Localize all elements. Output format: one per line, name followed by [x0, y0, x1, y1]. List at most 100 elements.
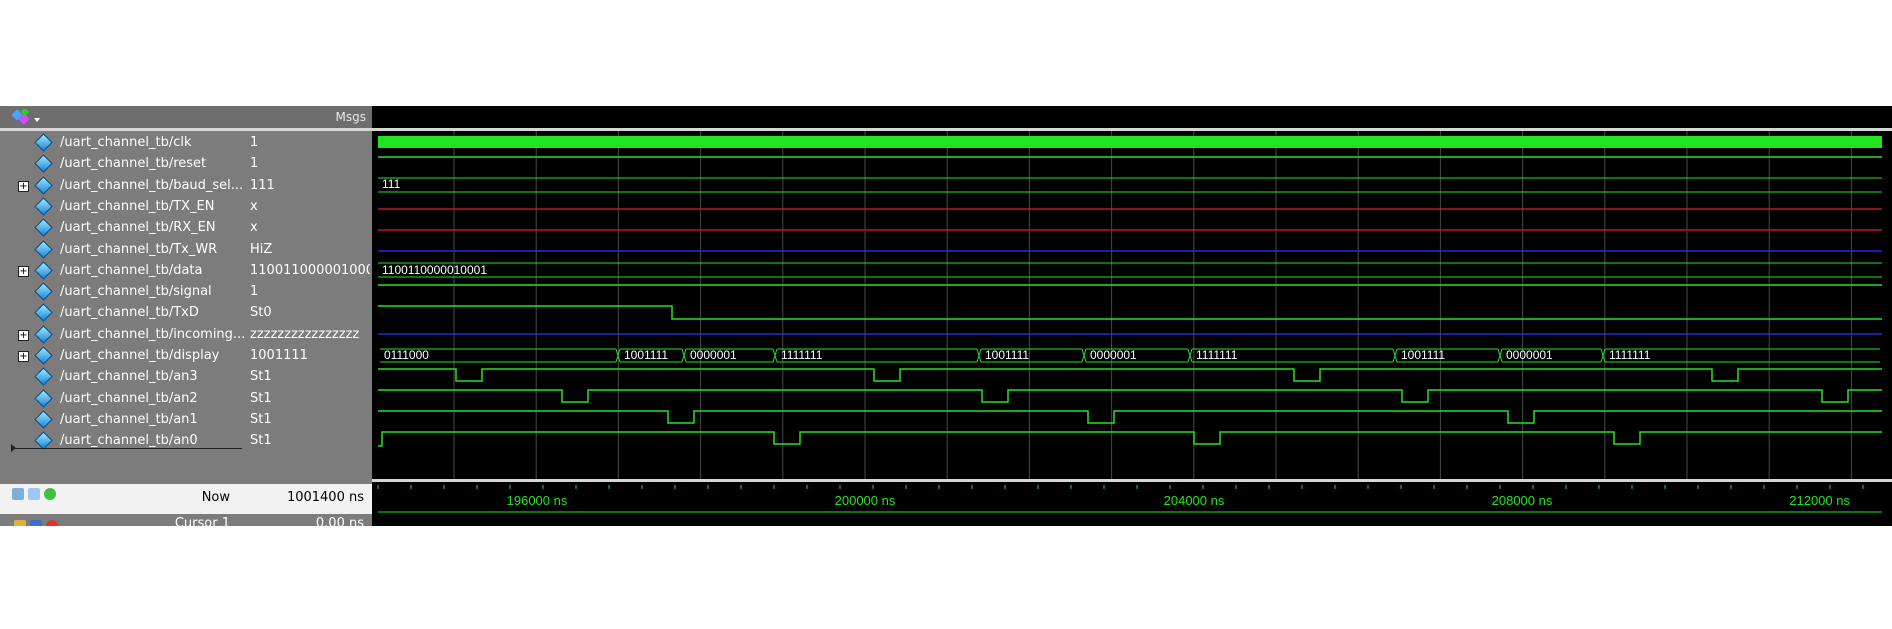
signal-row[interactable]: /uart_channel_tb/an3 [0, 367, 244, 388]
signal-row[interactable]: /uart_channel_tb/an0 [0, 431, 244, 452]
signal-row[interactable]: /uart_channel_tb/Tx_WR [0, 239, 244, 261]
cursor-value-panel: 0.00 ns [244, 514, 372, 526]
timeline-label: 200000 ns [835, 493, 896, 508]
display-segment-label: 1001111 [985, 348, 1029, 362]
signal-value: x [250, 198, 258, 214]
signal-name: /uart_channel_tb/TX_EN [60, 198, 215, 214]
signal-name: /uart_channel_tb/an0 [60, 433, 198, 449]
signal-row[interactable]: /uart_channel_tb/signal [0, 282, 244, 303]
an2-wave [378, 389, 1882, 403]
expand-icon[interactable]: + [18, 329, 29, 341]
signal-value: 1100110000010001 [250, 262, 370, 278]
cursor-delete-icon[interactable] [44, 488, 56, 500]
timeline-label: 196000 ns [507, 493, 568, 508]
play-marker-icon [11, 444, 16, 452]
signal-diamond-icon [34, 218, 53, 237]
signal-row[interactable]: + /uart_channel_tb/incoming... [0, 324, 244, 346]
signal-diamond-icon [34, 282, 53, 301]
lock-icon[interactable] [14, 520, 26, 526]
display-wave: 0111000 1001111 0000001 1111111 1001111 00000… [380, 348, 1880, 363]
signal-row[interactable]: /uart_channel_tb/RX_EN [0, 218, 244, 239]
baud-sel-wave-label: 111 [382, 177, 401, 191]
signal-value: St1 [250, 433, 272, 449]
signal-diamond-icon [34, 133, 53, 152]
signal-name: /uart_channel_tb/clk [60, 135, 192, 150]
an3-wave [378, 368, 1882, 382]
row-cursor-marker [12, 448, 242, 449]
baud-sel-wave: 111 [378, 177, 1882, 193]
signal-row[interactable]: /uart_channel_tb/an2 [0, 388, 244, 410]
clk-wave [378, 136, 1882, 148]
timeline-label: 208000 ns [1492, 493, 1553, 508]
signal-row[interactable]: + /uart_channel_tb/baud_sel... [0, 175, 244, 197]
signal-diamond-icon [34, 175, 53, 195]
display-segment-label: 1111111 [1609, 348, 1651, 362]
display-segment-label: 0000001 [1090, 348, 1137, 362]
signal-value: HiZ [250, 241, 273, 257]
signal-value: St1 [250, 390, 272, 406]
signal-name: /uart_channel_tb/RX_EN [60, 220, 216, 236]
name-pane-header [0, 106, 244, 131]
signal-diamond-icon [34, 154, 53, 173]
signal-diamond-icon [34, 261, 53, 280]
timeline: 196000 ns 200000 ns 204000 ns 208000 ns 2120… [377, 485, 1882, 513]
signal-value: zzzzzzzzzzzzzzzz [250, 326, 360, 342]
signal-name: /uart_channel_tb/signal [60, 284, 212, 300]
signal-row[interactable]: /uart_channel_tb/clk [0, 133, 244, 154]
signal-name: /uart_channel_tb/an2 [60, 390, 198, 406]
signal-value: St0 [250, 305, 272, 321]
wave-header [372, 106, 1892, 128]
signal-value: St1 [250, 411, 272, 427]
cursor-value: 0.00 ns [315, 516, 364, 526]
signal-row[interactable]: /uart_channel_tb/reset [0, 154, 244, 175]
signal-name: /uart_channel_tb/data [60, 262, 203, 278]
display-segment-label: 1111111 [781, 348, 823, 362]
signal-diamond-icon [34, 410, 53, 429]
signal-value: 1 [250, 156, 259, 172]
signal-diamond-icon [34, 303, 53, 323]
signal-row[interactable]: + /uart_channel_tb/display [0, 346, 244, 367]
expand-icon[interactable]: + [18, 351, 29, 362]
remove-cursor-icon[interactable] [46, 520, 58, 526]
signal-value: 111 [250, 177, 275, 193]
waveform-tool-icon[interactable] [11, 107, 40, 125]
data-wave-label: 1100110000010001 [382, 263, 487, 277]
signal-name: /uart_channel_tb/an3 [60, 369, 198, 385]
wave-header-separator [372, 128, 1892, 131]
display-transition [1392, 348, 1398, 363]
display-segment-label: 1111111 [1196, 348, 1238, 362]
expand-icon[interactable]: + [18, 265, 29, 277]
signal-value: 1001111 [250, 348, 308, 363]
expand-icon[interactable]: + [18, 180, 29, 192]
wrench-icon[interactable] [30, 520, 42, 526]
waveform-pane[interactable]: 111 1100110000010001 0111000 1001111 00000… [372, 106, 1892, 526]
display-segment-label: 0000001 [690, 348, 737, 362]
signal-diamond-icon [34, 324, 53, 344]
timeline-label: 212000 ns [1789, 493, 1850, 508]
display-segment-label: 1001111 [1401, 348, 1445, 362]
grid [453, 131, 1852, 479]
signal-row[interactable]: /uart_channel_tb/an1 [0, 410, 244, 431]
signal-value: St1 [250, 369, 272, 385]
signal-name: /uart_channel_tb/baud_sel... [60, 177, 244, 193]
signal-diamond-icon [34, 239, 53, 259]
now-value: 1001400 ns [286, 490, 364, 505]
signal-row[interactable]: /uart_channel_tb/TX_EN [0, 197, 244, 218]
display-transition [772, 348, 778, 363]
wave-window: /uart_channel_tb/clk/uart_channel_tb/res… [0, 106, 1892, 526]
txd-wave [378, 305, 1882, 320]
signal-diamond-icon [34, 388, 53, 408]
msgs-label: Msgs [335, 110, 366, 124]
display-segment-label: 0000001 [1506, 348, 1553, 362]
data-wave: 1100110000010001 [378, 262, 1882, 278]
signal-name-pane: /uart_channel_tb/clk/uart_channel_tb/res… [0, 106, 244, 526]
waveform-canvas[interactable]: 111 1100110000010001 0111000 1001111 00000… [372, 106, 1892, 526]
signal-row[interactable]: /uart_channel_tb/TxD [0, 303, 244, 324]
signal-name: /uart_channel_tb/incoming... [60, 326, 244, 342]
cursor-add-icon[interactable] [12, 488, 24, 500]
signal-row[interactable]: + /uart_channel_tb/data [0, 261, 244, 282]
signal-name: /uart_channel_tb/an1 [60, 411, 198, 427]
timeline-label: 204000 ns [1164, 493, 1225, 508]
cursor-lock-icon[interactable] [28, 488, 40, 500]
display-transition [1497, 348, 1503, 363]
